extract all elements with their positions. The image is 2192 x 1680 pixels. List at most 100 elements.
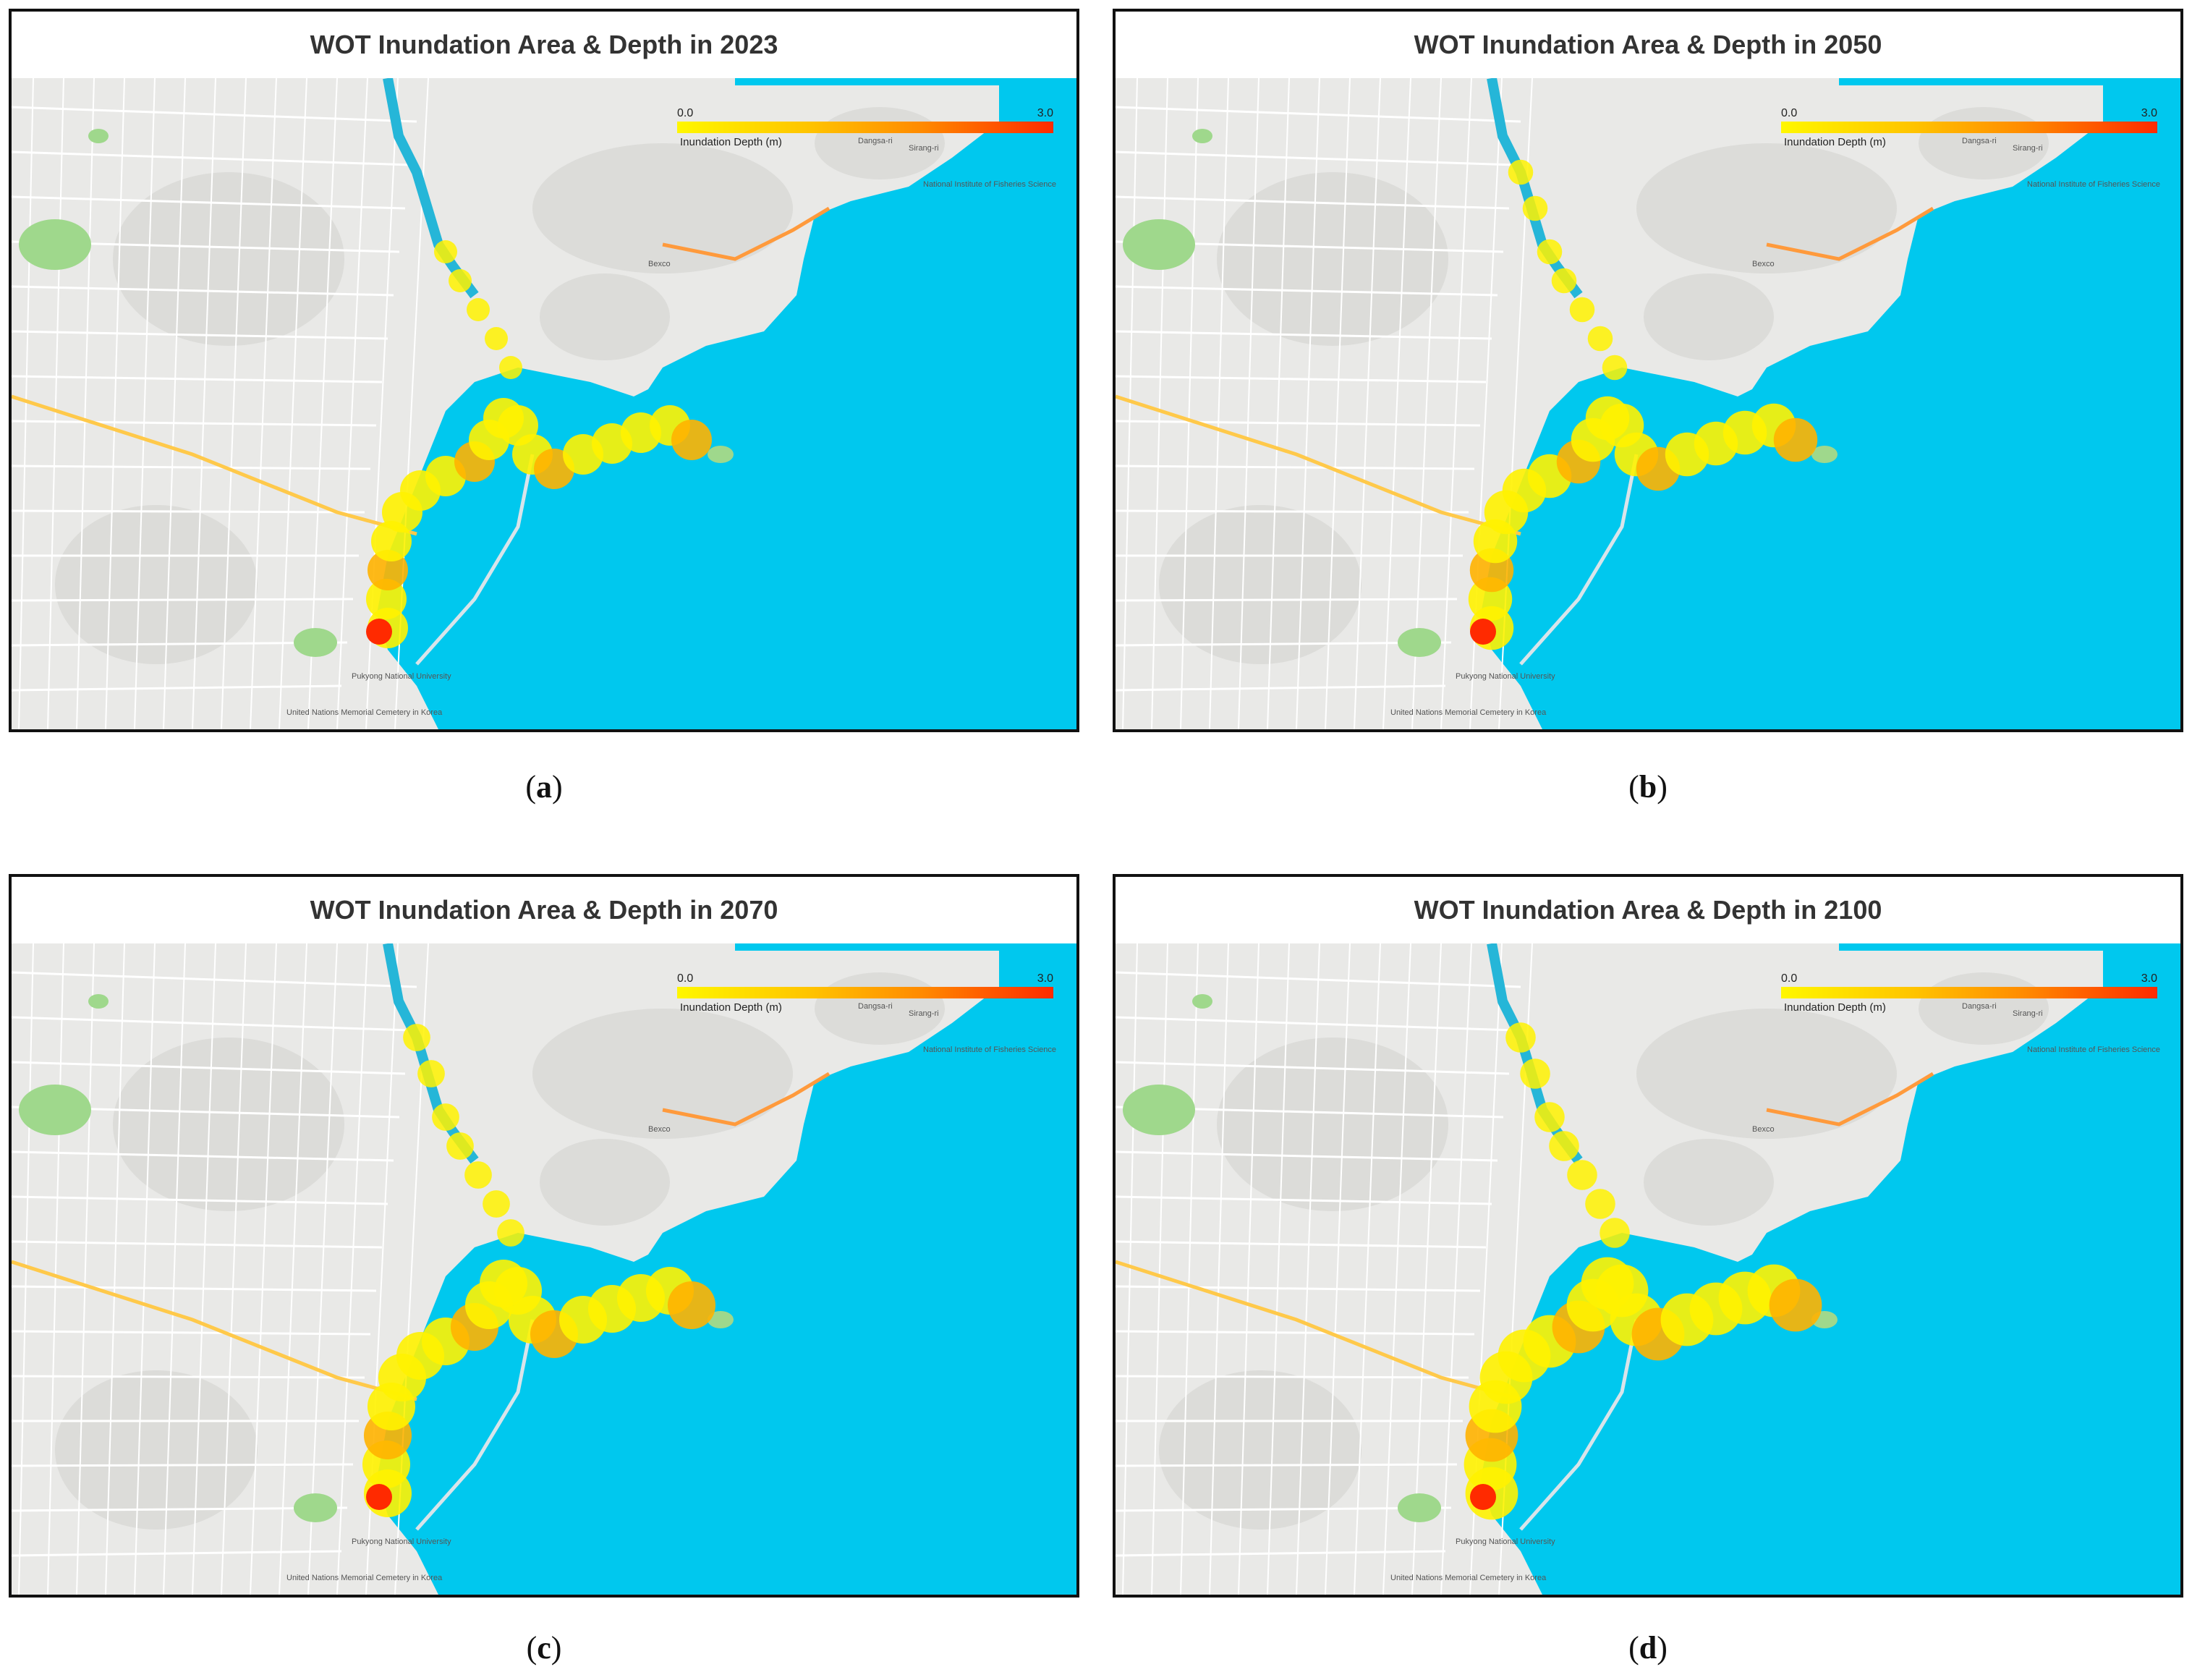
road — [12, 1550, 342, 1557]
highway — [662, 206, 831, 261]
road — [221, 943, 247, 1595]
panel-title: WOT Inundation Area & Depth in 2100 — [1414, 895, 1882, 925]
inundation-point — [464, 1161, 492, 1189]
deep-inundation-point — [1470, 1484, 1496, 1510]
place-label: Pukyong National University — [1456, 1537, 1555, 1546]
road — [1116, 684, 1446, 692]
terrain-shade — [1217, 1038, 1448, 1211]
road — [1325, 78, 1351, 729]
place-label: Sirang-ri — [909, 144, 939, 153]
place-label: National Institute of Fisheries Science — [923, 1045, 1056, 1054]
place-label: Bexco — [648, 1125, 671, 1134]
road — [1116, 1550, 1446, 1557]
road — [12, 1285, 377, 1292]
inundation-point — [1551, 268, 1577, 294]
road — [1151, 78, 1168, 729]
place-label: Pukyong National University — [352, 1537, 451, 1546]
inundation-map[interactable]: Dangsa-ri Sirang-ri Bexco Pukyong National … — [1116, 78, 2180, 729]
inundation-map[interactable]: Dangsa-ri Sirang-ri Bexco Pukyong National … — [1116, 943, 2180, 1595]
inundation-point — [1534, 1102, 1565, 1132]
road — [1116, 1150, 1498, 1162]
road — [1411, 943, 1442, 1595]
park — [1123, 1085, 1195, 1135]
depth-legend: 0.0 3.0 Inundation Depth (m) — [677, 107, 1053, 150]
road — [12, 464, 371, 470]
terrain-shade — [55, 1370, 258, 1530]
road — [12, 641, 348, 647]
place-label: Dangsa-ri — [858, 137, 893, 145]
inundation-map[interactable]: Dangsa-ri Sirang-ri Bexco Pukyong National … — [12, 943, 1076, 1595]
map-svg: Dangsa-ri Sirang-ri Bexco Pukyong National … — [12, 943, 1076, 1595]
inundation-point — [449, 269, 472, 292]
road — [1116, 195, 1510, 210]
road — [1116, 1463, 1458, 1467]
road — [12, 509, 365, 514]
panel-title: WOT Inundation Area & Depth in 2023 — [310, 30, 778, 59]
highway — [1116, 394, 1521, 536]
road — [134, 78, 156, 729]
deep-inundation-point — [366, 619, 392, 645]
depth-legend: 0.0 3.0 Inundation Depth (m) — [1781, 107, 2157, 150]
road — [47, 78, 64, 729]
road — [134, 943, 156, 1595]
road — [1116, 641, 1452, 647]
road — [1116, 598, 1458, 602]
road — [12, 1506, 348, 1512]
road — [1382, 78, 1411, 729]
depth-legend: 0.0 3.0 Inundation Depth (m) — [1781, 972, 2157, 1016]
road — [250, 943, 277, 1595]
road — [12, 1240, 383, 1249]
road — [279, 943, 307, 1595]
caption-b: (b) — [1628, 769, 1668, 805]
inundation-point — [1569, 297, 1595, 323]
bridge — [415, 454, 535, 666]
place-label: Pukyong National University — [1456, 672, 1555, 681]
inundation-map[interactable]: Dangsa-ri Sirang-ri Bexco Pukyong National … — [12, 78, 1076, 729]
legend-label: Inundation Depth (m) — [1784, 1001, 1886, 1014]
deep-inundation-point — [366, 1484, 392, 1510]
road — [105, 943, 125, 1595]
place-label: Sirang-ri — [2013, 144, 2043, 153]
road — [1151, 943, 1168, 1595]
highway — [1766, 1072, 1934, 1127]
road — [1354, 943, 1381, 1595]
place-label: National Institute of Fisheries Science — [923, 180, 1056, 189]
road — [12, 150, 412, 166]
terrain-shade — [1217, 172, 1448, 346]
road — [1296, 78, 1320, 729]
road — [1122, 78, 1138, 729]
highway — [1766, 206, 1934, 261]
legend-color-ramp — [1781, 987, 2157, 998]
road — [18, 943, 34, 1595]
caption-a: (a) — [525, 769, 563, 805]
terrain-shade — [532, 1009, 793, 1139]
road — [76, 943, 95, 1595]
place-label: National Institute of Fisheries Science — [2027, 1045, 2160, 1054]
place-label: Dangsa-ri — [1962, 1002, 1997, 1011]
park — [88, 129, 109, 143]
road — [1180, 943, 1199, 1595]
road — [307, 78, 338, 729]
road — [105, 78, 125, 729]
map-panel-c: WOT Inundation Area & Depth in 2070 Dang… — [9, 874, 1079, 1598]
inundation-point — [417, 1060, 445, 1087]
inundation-point — [467, 298, 490, 321]
road — [1209, 943, 1229, 1595]
place-label: Sirang-ri — [2013, 1009, 2043, 1018]
legend-max: 3.0 — [1037, 972, 1053, 985]
legend-label: Inundation Depth (m) — [680, 1001, 782, 1014]
place-label: United Nations Memorial Cemetery in Kore… — [286, 1574, 443, 1582]
terrain-shade — [1159, 505, 1361, 664]
park — [19, 1085, 91, 1135]
place-label: Bexco — [648, 260, 671, 268]
road — [1116, 150, 1516, 166]
inundation-point — [1508, 159, 1534, 185]
road — [163, 943, 186, 1595]
road — [1267, 78, 1290, 729]
highway — [12, 394, 417, 536]
park — [1123, 219, 1195, 270]
road — [12, 1375, 365, 1379]
road — [12, 285, 394, 297]
place-label: Sirang-ri — [909, 1009, 939, 1018]
inundation-point — [1769, 1278, 1822, 1332]
